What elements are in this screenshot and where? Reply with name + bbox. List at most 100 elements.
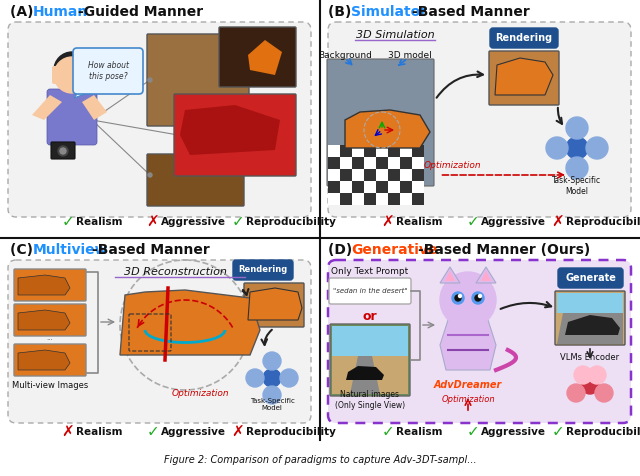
FancyBboxPatch shape: [8, 260, 311, 423]
Circle shape: [566, 137, 588, 159]
Text: ...: ...: [47, 335, 53, 341]
Text: Human: Human: [33, 5, 88, 19]
Text: Multi-view Images: Multi-view Images: [12, 380, 88, 389]
Text: ✓: ✓: [232, 215, 244, 229]
Bar: [376, 181, 388, 193]
Bar: [364, 157, 376, 169]
Circle shape: [54, 57, 90, 93]
Bar: [557, 293, 623, 313]
Circle shape: [176, 133, 180, 137]
Text: (A): (A): [10, 5, 38, 19]
Polygon shape: [18, 310, 70, 330]
Circle shape: [452, 292, 464, 304]
Text: Background: Background: [318, 50, 372, 60]
Bar: [376, 157, 388, 169]
Circle shape: [567, 384, 585, 402]
Text: Natural images
(Only Single View): Natural images (Only Single View): [335, 390, 405, 410]
FancyBboxPatch shape: [244, 283, 304, 327]
FancyBboxPatch shape: [233, 260, 293, 280]
Circle shape: [588, 366, 606, 384]
Polygon shape: [350, 356, 380, 394]
Text: VLMs Encoder: VLMs Encoder: [561, 354, 620, 363]
Text: Realism: Realism: [76, 217, 122, 227]
Text: Figure 2: Comparison of paradigms to capture Adv-3DT-sampl...: Figure 2: Comparison of paradigms to cap…: [164, 455, 476, 465]
Circle shape: [581, 376, 599, 394]
Bar: [364, 193, 376, 205]
Text: -Guided Manner: -Guided Manner: [78, 5, 203, 19]
FancyBboxPatch shape: [330, 324, 410, 396]
Polygon shape: [248, 288, 302, 320]
Bar: [412, 169, 424, 181]
Circle shape: [263, 352, 281, 370]
Circle shape: [54, 52, 90, 88]
Circle shape: [263, 386, 281, 404]
Polygon shape: [18, 350, 70, 370]
Text: How about
this pose?: How about this pose?: [88, 61, 129, 81]
Circle shape: [148, 173, 152, 177]
Bar: [400, 145, 412, 157]
Polygon shape: [180, 105, 280, 155]
Text: 3D Simulation: 3D Simulation: [356, 30, 435, 40]
Text: ✗: ✗: [552, 215, 564, 229]
Circle shape: [586, 137, 608, 159]
Polygon shape: [476, 267, 496, 283]
Polygon shape: [346, 366, 384, 380]
Bar: [412, 181, 424, 193]
Text: Only Text Prompt: Only Text Prompt: [332, 268, 408, 277]
Bar: [340, 181, 352, 193]
FancyBboxPatch shape: [51, 142, 75, 159]
Circle shape: [440, 272, 496, 328]
Text: Rendering: Rendering: [495, 33, 552, 43]
FancyBboxPatch shape: [174, 94, 296, 176]
Text: Generative: Generative: [351, 243, 437, 257]
FancyBboxPatch shape: [14, 344, 86, 376]
Bar: [388, 169, 400, 181]
Circle shape: [566, 157, 588, 179]
FancyBboxPatch shape: [147, 154, 244, 206]
Circle shape: [566, 117, 588, 139]
Circle shape: [58, 146, 68, 156]
Bar: [376, 169, 388, 181]
Bar: [388, 145, 400, 157]
Bar: [400, 157, 412, 169]
Text: -Based Manner (Ours): -Based Manner (Ours): [418, 243, 590, 257]
FancyBboxPatch shape: [8, 22, 311, 217]
Polygon shape: [445, 271, 455, 281]
Circle shape: [479, 295, 481, 298]
Polygon shape: [440, 310, 496, 370]
FancyBboxPatch shape: [14, 269, 86, 301]
Bar: [364, 145, 376, 157]
Polygon shape: [495, 58, 553, 95]
Polygon shape: [74, 90, 90, 98]
Text: Task-Specific
Model: Task-Specific Model: [250, 397, 294, 410]
Circle shape: [475, 295, 481, 301]
Bar: [400, 193, 412, 205]
Text: Generate: Generate: [565, 273, 616, 283]
Bar: [412, 157, 424, 169]
FancyBboxPatch shape: [147, 34, 249, 126]
Polygon shape: [18, 275, 70, 295]
Text: Aggressive: Aggressive: [481, 217, 546, 227]
Text: Reproducibility: Reproducibility: [566, 427, 640, 437]
FancyBboxPatch shape: [555, 291, 625, 345]
Polygon shape: [440, 267, 460, 283]
Text: 3D Reconstruction: 3D Reconstruction: [124, 267, 227, 277]
Bar: [332, 356, 408, 394]
Text: ✓: ✓: [381, 425, 394, 439]
Bar: [328, 169, 340, 181]
Text: 3D model: 3D model: [388, 50, 432, 60]
Text: Task-Specific
Model: Task-Specific Model: [552, 176, 602, 196]
FancyBboxPatch shape: [328, 22, 631, 217]
Circle shape: [148, 78, 152, 82]
FancyBboxPatch shape: [328, 260, 631, 423]
Bar: [328, 145, 340, 157]
Circle shape: [60, 148, 66, 154]
Bar: [328, 193, 340, 205]
Text: (D): (D): [328, 243, 357, 257]
Text: Aggressive: Aggressive: [161, 217, 226, 227]
Text: ✗: ✗: [61, 425, 74, 439]
Text: or: or: [363, 310, 378, 324]
Text: Reproducibility: Reproducibility: [566, 217, 640, 227]
Polygon shape: [565, 315, 620, 335]
FancyBboxPatch shape: [14, 304, 86, 336]
